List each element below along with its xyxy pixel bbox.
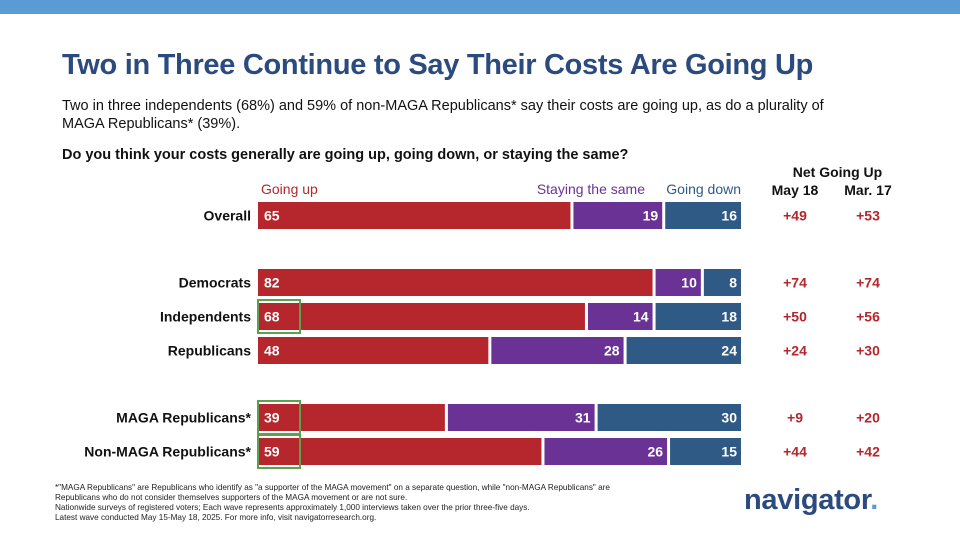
footnote-line: Nationwide surveys of registered voters;… bbox=[55, 503, 530, 512]
bar-going-up-non-maga-republicans bbox=[258, 438, 542, 465]
value-label-staying-the-same-independents: 14 bbox=[633, 309, 649, 325]
bar-going-up-republicans bbox=[258, 337, 489, 364]
value-label-staying-the-same-republicans: 28 bbox=[604, 343, 620, 359]
footnote-line: Republicans who do not consider themselv… bbox=[55, 493, 408, 502]
footnote: *"MAGA Republicans" are Republicans who … bbox=[55, 483, 705, 523]
value-label-staying-the-same-overall: 19 bbox=[643, 208, 659, 224]
bar-staying-the-same-independents bbox=[587, 303, 653, 330]
value-label-going-down-overall: 16 bbox=[721, 208, 737, 224]
value-label-going-up-non-maga-republicans: 59 bbox=[264, 444, 280, 460]
bar-going-up-independents bbox=[258, 303, 585, 330]
net-mar17-maga-republicans: +20 bbox=[856, 410, 880, 426]
value-label-going-up-democrats: 82 bbox=[264, 275, 280, 291]
net-mar17-republicans: +30 bbox=[856, 343, 880, 359]
navigator-logo: navigator. bbox=[744, 484, 878, 517]
legend-going-up: Going up bbox=[261, 181, 318, 197]
bar-going-up-maga-republicans bbox=[258, 404, 445, 431]
value-label-staying-the-same-maga-republicans: 31 bbox=[575, 410, 591, 426]
net-may18-maga-republicans: +9 bbox=[787, 410, 803, 426]
page-title: Two in Three Continue to Say Their Costs… bbox=[62, 49, 814, 81]
category-label-independents: Independents bbox=[160, 309, 251, 325]
value-label-going-up-republicans: 48 bbox=[264, 343, 280, 359]
value-label-going-down-maga-republicans: 30 bbox=[721, 410, 737, 426]
bar-staying-the-same-republicans bbox=[491, 337, 624, 364]
subtitle: Two in three independents (68%) and 59% … bbox=[62, 98, 824, 132]
net-mar17-democrats: +74 bbox=[856, 275, 880, 291]
highlight-box-independents bbox=[257, 299, 301, 334]
net-may18-non-maga-republicans: +44 bbox=[783, 444, 807, 460]
footnote-line: Latest wave conducted May 15-May 18, 202… bbox=[55, 513, 377, 522]
bar-going-down-non-maga-republicans bbox=[670, 438, 741, 465]
logo-text: navigator bbox=[744, 484, 871, 516]
bar-staying-the-same-maga-republicans bbox=[447, 404, 595, 431]
value-label-going-up-overall: 65 bbox=[264, 208, 280, 224]
value-label-staying-the-same-democrats: 10 bbox=[681, 275, 697, 291]
net-mar17-overall: +53 bbox=[856, 208, 880, 224]
category-label-non-maga-republicans: Non-MAGA Republicans* bbox=[84, 444, 251, 460]
value-label-going-down-non-maga-republicans: 15 bbox=[721, 444, 737, 460]
bar-going-down-independents bbox=[655, 303, 741, 330]
bar-going-down-democrats bbox=[703, 269, 741, 296]
bar-going-down-maga-republicans bbox=[597, 404, 741, 431]
category-label-republicans: Republicans bbox=[168, 343, 251, 359]
value-label-going-down-independents: 18 bbox=[721, 309, 737, 325]
net-col-mar17-header: Mar. 17 bbox=[844, 182, 892, 198]
net-mar17-non-maga-republicans: +42 bbox=[856, 444, 880, 460]
net-may18-democrats: +74 bbox=[783, 275, 807, 291]
value-label-going-down-republicans: 24 bbox=[721, 343, 737, 359]
value-label-going-up-independents: 68 bbox=[264, 309, 280, 325]
bar-staying-the-same-democrats bbox=[655, 269, 701, 296]
bar-going-up-democrats bbox=[258, 269, 653, 296]
category-label-maga-republicans: MAGA Republicans* bbox=[116, 410, 251, 426]
highlight-box-non-maga-republicans bbox=[257, 434, 301, 469]
value-label-going-up-maga-republicans: 39 bbox=[264, 410, 280, 426]
footnote-line: *"MAGA Republicans" are Republicans who … bbox=[55, 483, 610, 492]
top-accent-bar bbox=[0, 0, 960, 14]
bar-staying-the-same-overall bbox=[573, 202, 663, 229]
value-label-going-down-democrats: 8 bbox=[729, 275, 737, 291]
net-may18-republicans: +24 bbox=[783, 343, 807, 359]
net-col-may18-header: May 18 bbox=[771, 182, 819, 198]
legend-staying-the-same: Staying the same bbox=[537, 181, 645, 197]
category-label-democrats: Democrats bbox=[179, 275, 252, 291]
net-may18-overall: +49 bbox=[783, 208, 807, 224]
bar-going-down-republicans bbox=[626, 337, 741, 364]
net-may18-independents: +50 bbox=[783, 309, 807, 325]
net-going-up-header: Net Going Up bbox=[792, 164, 883, 180]
logo-dot: . bbox=[870, 484, 878, 516]
bar-going-down-overall bbox=[665, 202, 741, 229]
net-mar17-independents: +56 bbox=[856, 309, 880, 325]
bar-going-up-overall bbox=[258, 202, 571, 229]
category-label-overall: Overall bbox=[204, 208, 251, 224]
survey-question: Do you think your costs generally are go… bbox=[62, 147, 629, 163]
value-label-staying-the-same-non-maga-republicans: 26 bbox=[647, 444, 663, 460]
bar-staying-the-same-non-maga-republicans bbox=[544, 438, 668, 465]
legend-going-down: Going down bbox=[666, 181, 741, 197]
